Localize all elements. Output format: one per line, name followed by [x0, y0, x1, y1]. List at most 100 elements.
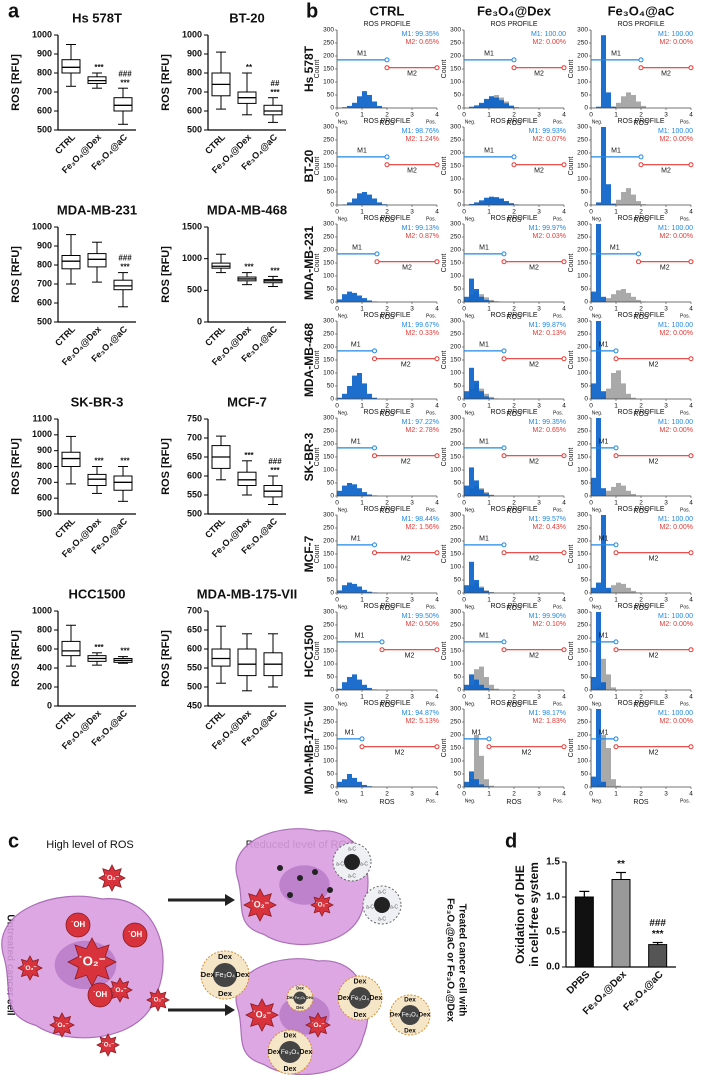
histogram-bar: [337, 299, 342, 302]
shell-label: a-C: [378, 916, 386, 922]
x-tick-label: 2: [512, 500, 516, 507]
y-tick-label: 100: [577, 661, 588, 668]
y-tick-label: 200: [577, 635, 588, 642]
histogram-bar: [357, 781, 362, 787]
y-tick-label: 300: [577, 27, 588, 34]
m2-percent: M2: 0.00%: [660, 136, 693, 143]
y-tick-label: 200: [450, 344, 461, 351]
radical-label: ˙OH: [128, 930, 143, 939]
gate-end: [384, 57, 390, 63]
histogram-bar: [484, 687, 489, 690]
radical: [305, 1012, 331, 1038]
histogram-bar: [616, 290, 621, 302]
histogram-bar: [596, 709, 601, 787]
x-tick-label: CTRL: [53, 516, 77, 540]
y-tick-label: 200: [577, 247, 588, 254]
y-tick-label: 250: [323, 331, 334, 338]
shell-label: Dex: [390, 1012, 402, 1019]
y-tick-label: 250: [450, 428, 461, 435]
gate-end: [374, 251, 380, 257]
pos-label: Pos.: [553, 604, 563, 610]
histogram-bar: [601, 781, 606, 787]
y-tick-label: 600: [187, 643, 202, 653]
x-tick-label: 3: [410, 306, 414, 313]
gate-end: [501, 356, 507, 362]
significance: ###: [649, 918, 666, 929]
y-axis-label: ROS [RFU]: [10, 438, 22, 495]
y-tick-label: 0.0: [546, 962, 560, 973]
m1-percent: M1: 99.87%: [529, 322, 566, 329]
y-tick-label: 100: [323, 176, 334, 183]
histogram-bar: [601, 488, 606, 496]
y-axis-label: Count: [314, 642, 321, 661]
histogram-bar: [352, 484, 357, 496]
histogram-bar: [479, 587, 484, 593]
y-axis-label: Count: [441, 739, 448, 758]
y-tick-label: 200: [323, 635, 334, 642]
y-axis-label: in cell-free system: [527, 862, 541, 967]
y-tick-label: 700: [187, 432, 202, 442]
gate-label: M1: [479, 439, 489, 446]
core-label: Fe₃O₄: [215, 970, 235, 979]
histogram-bar: [591, 291, 596, 302]
gate-end: [372, 542, 377, 548]
radical: [17, 955, 43, 981]
pos-label: Pos.: [680, 313, 690, 319]
histogram-bar: [601, 296, 606, 302]
pos-label: Pos.: [426, 507, 436, 513]
histogram-bar: [464, 684, 469, 690]
panel-label: b: [306, 0, 318, 22]
column-header: Fe₃O₄@aC: [608, 3, 675, 18]
x-tick-label: 0: [335, 209, 339, 216]
small-particle: [287, 892, 293, 898]
neg-label: Neg.: [338, 119, 349, 125]
x-axis-label: ROS: [633, 799, 649, 806]
gate-end: [561, 744, 567, 750]
x-tick-label: 2: [512, 209, 516, 216]
histogram-bar: [484, 297, 489, 302]
x-tick-label: 0: [589, 791, 593, 798]
y-tick-label: 600: [37, 105, 52, 115]
histogram-bar: [631, 397, 636, 399]
histogram-bar: [484, 590, 489, 593]
y-axis-label: ROS [RFU]: [160, 246, 172, 303]
histogram-bar: [616, 483, 621, 496]
y-tick-label: 150: [577, 260, 588, 267]
histogram-bar: [606, 298, 611, 302]
histogram-bar: [464, 296, 469, 302]
neg-label: Neg.: [465, 410, 476, 416]
x-tick-label: 3: [410, 112, 414, 119]
histogram-bar: [631, 493, 636, 496]
panel-label: d: [505, 830, 517, 852]
histogram-bar: [626, 393, 631, 399]
gate-label: M2: [534, 168, 544, 175]
chart-title: MDA-MB-231: [57, 202, 137, 217]
x-tick-label: 4: [435, 403, 439, 410]
x-tick-label: 4: [562, 306, 566, 313]
box: [61, 640, 81, 657]
shell-label: Dex: [338, 995, 351, 1002]
y-tick-label: 100: [450, 661, 461, 668]
x-tick-label: 4: [562, 209, 566, 216]
panel-label: c: [8, 830, 19, 852]
histogram-bar: [362, 784, 367, 787]
gate-end: [561, 550, 567, 556]
hist-title: ROS PROFILE: [363, 603, 410, 610]
x-tick-label: 4: [562, 112, 566, 119]
gate-end: [372, 445, 377, 451]
histogram-bar: [596, 582, 601, 593]
m2-percent: M2: 5.13%: [406, 718, 439, 725]
x-tick-label: CTRL: [203, 132, 227, 156]
y-tick-label: 450: [187, 700, 202, 710]
neg-label: Neg.: [465, 798, 476, 804]
x-tick-label: 2: [385, 597, 389, 604]
histogram-bar: [616, 199, 621, 205]
y-tick-label: 300: [323, 706, 334, 713]
histogram-bar: [606, 388, 611, 399]
gate-label: M2: [529, 459, 539, 466]
y-tick-label: 300: [577, 609, 588, 616]
x-axis-label: ROS: [506, 702, 522, 709]
box: [61, 451, 81, 467]
y-tick-label: 1000: [182, 29, 202, 39]
hist-title: ROS PROFILE: [363, 118, 410, 125]
